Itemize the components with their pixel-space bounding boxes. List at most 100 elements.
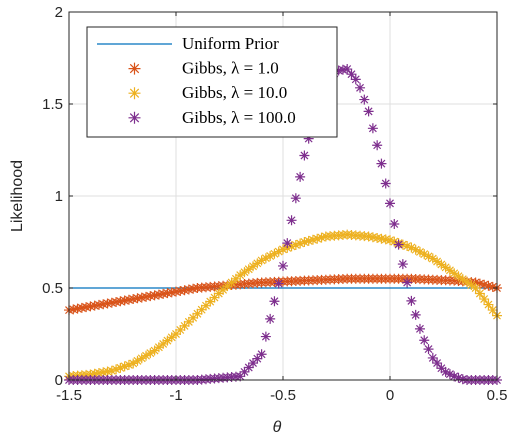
data-point [346,69,357,80]
data-point [367,232,378,243]
data-point [115,362,126,373]
data-point [153,289,164,300]
data-point [68,304,79,315]
data-point [432,256,443,267]
data-point [299,150,310,161]
data-point [89,300,100,311]
data-point [265,313,276,324]
legend-label: Gibbs, λ = 100.0 [182,108,296,127]
data-point [423,251,434,262]
data-point [273,246,284,257]
data-point [188,312,199,323]
data-point [307,234,318,245]
data-point [389,236,400,247]
legend-swatch [128,111,141,124]
data-point [350,74,361,85]
data-point [102,366,113,377]
data-point [402,277,413,288]
data-point [372,232,383,243]
data-point [158,288,169,299]
data-point [333,65,344,76]
data-point [487,305,498,316]
data-point [474,288,485,299]
data-point [265,250,276,261]
data-point [474,278,485,289]
data-point [119,361,130,372]
data-point [367,123,378,134]
tick-marks [68,11,498,381]
data-point [153,342,164,353]
data-point [414,323,425,334]
data-point [385,235,395,246]
data-point [149,290,160,301]
data-point [106,297,117,308]
data-point [483,299,494,310]
data-point [295,171,306,182]
data-point [286,215,297,226]
data-point [423,344,434,355]
data-point [380,178,391,189]
data-point [111,364,122,375]
data-point [419,335,430,346]
data-point [295,238,306,249]
data-point [115,296,126,307]
data-point [462,277,473,288]
data-point [128,294,139,305]
data-point [457,274,468,285]
data-point [243,362,254,373]
legend-label: Gibbs, λ = 1.0 [182,59,279,78]
data-point [252,258,263,269]
data-point [479,294,490,305]
y-tick-label: 0 [55,372,63,389]
data-point [149,345,160,356]
data-point [376,233,387,244]
data-point [470,283,481,293]
data-point [269,296,280,307]
x-tick-label: -1.5 [56,387,82,404]
data-point [256,255,267,266]
data-point [363,106,374,117]
data-point [171,286,181,297]
data-point [444,369,455,380]
data-point [389,218,400,229]
data-point [175,324,186,335]
data-point [256,349,267,360]
data-point [111,296,122,307]
data-point [419,249,430,260]
data-point [89,368,100,379]
data-point [312,233,323,244]
data-point [213,288,224,299]
data-point [243,264,254,275]
data-point [230,273,241,284]
data-point [453,271,464,282]
data-point [119,295,130,306]
data-point [449,371,460,382]
data-point [136,292,147,303]
data-point [252,353,263,364]
data-point [235,270,246,281]
data-point [136,353,147,364]
legend: Uniform Prior Gibbs, λ = 1.0 Gibbs, λ = 10… [86,26,338,138]
data-point [98,367,109,378]
data-point [432,358,443,369]
legend-label: Gibbs, λ = 10.0 [182,83,287,102]
data-point [299,237,310,247]
data-point [72,303,83,314]
x-tick-label: -1 [169,387,182,404]
data-point [393,239,404,250]
data-point [145,291,156,302]
data-point [166,332,177,343]
data-point [269,248,280,259]
data-point [303,235,314,246]
x-tick-label: -0.5 [270,387,296,404]
data-point [128,358,139,369]
data-point [290,193,301,204]
data-point [175,285,186,296]
data-point [222,281,233,292]
data-point [188,283,199,294]
data-point [342,64,353,75]
legend-swatch [128,62,141,75]
y-tick-label: 2 [55,4,63,21]
data-point [248,261,259,272]
